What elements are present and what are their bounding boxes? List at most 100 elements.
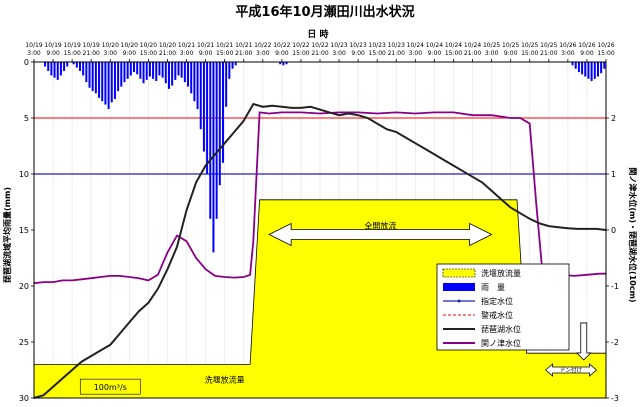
x-tick-label-date: 10/24	[426, 42, 443, 49]
rain-bar	[231, 62, 234, 69]
rain-bar	[177, 62, 180, 76]
x-tick-label-date: 10/20	[140, 42, 157, 49]
don-tsuke-label: ドン付け	[560, 366, 583, 374]
x-tick-label-date: 10/23	[369, 42, 386, 49]
rain-bar	[183, 62, 186, 83]
rain-bar	[199, 62, 202, 130]
rain-bar	[142, 62, 145, 84]
x-tick-label-time: 3:00	[104, 50, 118, 57]
base-flow-box	[79, 378, 141, 395]
x-tick-label-time: 15:00	[521, 50, 538, 57]
rain-bar	[593, 62, 596, 79]
x-tick-label-time: 15:00	[292, 50, 309, 57]
left-tick-label: 25	[19, 338, 29, 347]
right-tick-label: -3	[611, 394, 619, 403]
rain-bar	[196, 62, 199, 110]
x-tick-label-time: 21:00	[464, 50, 481, 57]
rain-bar	[129, 62, 132, 76]
rain-bar	[56, 62, 59, 80]
x-tick-label-date: 10/22	[311, 42, 328, 49]
x-tick-label-time: 9:00	[275, 50, 289, 57]
x-tick-label-time: 9:00	[504, 50, 518, 57]
rain-bar	[202, 62, 205, 152]
rain-bar	[577, 62, 580, 73]
x-axis-label: 日 時	[307, 28, 328, 40]
plot-area: 10/193:0010/199:0010/1915:0010/1921:0010…	[19, 42, 619, 403]
x-tick-label-time: 21:00	[235, 50, 252, 57]
x-tick-label-time: 21:00	[388, 50, 405, 57]
x-tick-label-time: 21:00	[311, 50, 328, 57]
legend-label: 洗堰放流量	[481, 268, 521, 278]
x-tick-label-time: 3:00	[256, 50, 270, 57]
x-tick-label-date: 10/21	[235, 42, 252, 49]
x-tick-label-time: 9:00	[199, 50, 213, 57]
x-tick-label-date: 10/23	[330, 42, 347, 49]
x-tick-label-time: 21:00	[540, 50, 557, 57]
chart-title: 平成16年10月瀬田川出水状況	[235, 4, 414, 20]
x-tick-label-date: 10/22	[254, 42, 271, 49]
rain-bar	[82, 62, 85, 76]
rain-bar	[215, 62, 218, 219]
x-tick-label-time: 9:00	[46, 50, 60, 57]
rain-bar	[145, 62, 148, 80]
rain-bar	[574, 62, 577, 69]
x-tick-label-time: 9:00	[580, 50, 594, 57]
x-tick-label-date: 10/24	[464, 42, 481, 49]
x-tick-label-date: 10/19	[83, 42, 100, 49]
x-tick-label-date: 10/20	[102, 42, 119, 49]
rain-bar	[228, 62, 231, 79]
x-tick-label-time: 3:00	[485, 50, 499, 57]
x-tick-label-time: 15:00	[445, 50, 462, 57]
rain-bar	[158, 62, 161, 76]
rain-bar	[72, 62, 75, 65]
right-tick-label: 0	[611, 226, 616, 235]
rain-bar	[596, 62, 599, 77]
rain-bar	[50, 62, 53, 76]
rain-bar	[139, 62, 142, 79]
left-tick-label: 15	[19, 226, 29, 235]
rain-bar	[136, 62, 139, 75]
rain-bar	[282, 62, 285, 66]
x-tick-label-time: 21:00	[83, 50, 100, 57]
discharge-label: 洗堰放流量	[205, 374, 245, 384]
x-tick-label-date: 10/23	[349, 42, 366, 49]
x-tick-label-date: 10/20	[159, 42, 176, 49]
base-flow-label: 100m³/s	[94, 383, 127, 392]
rain-bar	[133, 62, 136, 73]
rain-bar	[91, 62, 94, 92]
rain-bar	[600, 62, 603, 74]
left-tick-label: 0	[24, 58, 29, 67]
rain-bar	[59, 62, 62, 76]
left-tick-label: 20	[19, 282, 29, 291]
rain-bar	[75, 62, 78, 68]
x-tick-label-date: 10/19	[25, 42, 42, 49]
rain-bar	[152, 62, 155, 79]
rain-bar	[218, 62, 221, 186]
rain-bar	[66, 62, 69, 67]
x-tick-label-date: 10/25	[540, 42, 557, 49]
x-tick-label-date: 10/22	[273, 42, 290, 49]
x-tick-label-time: 3:00	[332, 50, 346, 57]
right-tick-label: 2	[611, 114, 616, 123]
x-tick-label-date: 10/19	[44, 42, 61, 49]
y-axis-label-right: 関ノ津水位(m)・琵琶湖水位(10cm)	[628, 167, 638, 302]
legend-label: 指定水位	[481, 296, 513, 306]
rain-bar	[190, 62, 193, 94]
rain-bar	[110, 62, 113, 103]
x-tick-label-time: 9:00	[351, 50, 365, 57]
x-tick-label-date: 10/25	[502, 42, 519, 49]
rain-bar	[47, 62, 50, 71]
rain-bar	[180, 62, 183, 78]
rain-bar	[209, 62, 212, 219]
x-tick-label-time: 9:00	[123, 50, 137, 57]
rain-bar	[187, 62, 190, 87]
x-tick-label-date: 10/21	[197, 42, 214, 49]
x-tick-label-time: 15:00	[216, 50, 233, 57]
x-tick-label-date: 10/21	[178, 42, 195, 49]
rain-bar	[161, 62, 164, 78]
rain-bar	[113, 62, 116, 99]
rain-bar	[171, 62, 174, 86]
sekinotsu-level-line	[33, 111, 606, 285]
rain-bar	[221, 62, 224, 163]
x-tick-label-time: 21:00	[159, 50, 176, 57]
